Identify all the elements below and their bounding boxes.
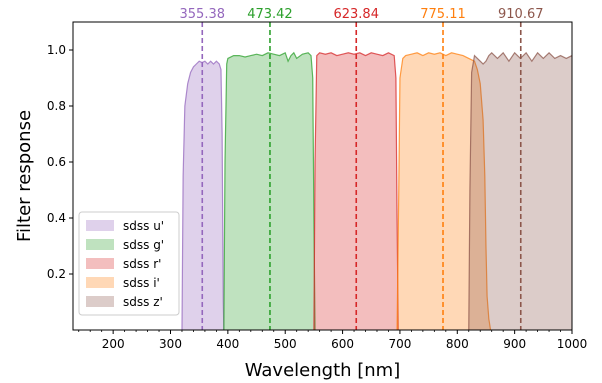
center-label-2: 473.42 bbox=[247, 7, 293, 22]
series-line-1 bbox=[181, 60, 225, 330]
legend-swatch-1 bbox=[86, 220, 114, 231]
y-tick-label-0: 0.2 bbox=[47, 267, 66, 281]
series-group bbox=[181, 22, 572, 330]
x-tick-label-800: 800 bbox=[446, 337, 469, 351]
x-tick-label-400: 400 bbox=[216, 337, 239, 351]
y-tick-label-3: 0.8 bbox=[47, 99, 66, 113]
x-tick-label-500: 500 bbox=[274, 337, 297, 351]
legend-swatch-5 bbox=[86, 296, 114, 307]
y-tick-label-1: 0.4 bbox=[47, 211, 66, 225]
legend-swatch-4 bbox=[86, 277, 114, 288]
x-tick-label-300: 300 bbox=[159, 337, 182, 351]
series-line-2 bbox=[223, 51, 316, 330]
x-tick-label-700: 700 bbox=[388, 337, 411, 351]
y-tick-label-2: 0.6 bbox=[47, 155, 66, 169]
center-label-3: 623.84 bbox=[333, 7, 379, 22]
x-tick-label-900: 900 bbox=[503, 337, 526, 351]
series-line-3 bbox=[313, 52, 399, 330]
x-axis-title: Wavelength [nm] bbox=[245, 360, 401, 381]
plot-area bbox=[181, 22, 572, 330]
legend-label-3: sdss r' bbox=[123, 257, 161, 271]
series-line-4 bbox=[396, 52, 492, 330]
legend-label-1: sdss u' bbox=[123, 219, 164, 233]
center-label-4: 775.11 bbox=[420, 7, 466, 22]
series-line-5 bbox=[468, 51, 572, 330]
x-tick-label-1000: 1000 bbox=[557, 337, 588, 351]
center-label-1: 355.38 bbox=[180, 7, 226, 22]
plot-frame bbox=[72, 21, 573, 331]
series-fill-1 bbox=[181, 61, 224, 330]
x-tick-label-600: 600 bbox=[331, 337, 354, 351]
center-label-5: 910.67 bbox=[498, 7, 544, 22]
y-tick-label-4: 1.0 bbox=[47, 43, 66, 57]
y-axis-title: Filter response bbox=[14, 110, 35, 242]
x-tick-label-200: 200 bbox=[102, 337, 125, 351]
legend: sdss u' sdss g' sdss r' sdss i' sdss z' bbox=[78, 211, 180, 316]
legend-label-4: sdss i' bbox=[123, 276, 160, 290]
axes: 355.38 473.42 623.84 775.11 910.67 200 300 400 5… bbox=[47, 7, 587, 351]
legend-label-5: sdss z' bbox=[123, 295, 163, 309]
legend-swatch-3 bbox=[86, 258, 114, 269]
legend-box bbox=[78, 211, 180, 316]
legend-swatch-2 bbox=[86, 239, 114, 250]
legend-label-2: sdss g' bbox=[123, 238, 164, 252]
